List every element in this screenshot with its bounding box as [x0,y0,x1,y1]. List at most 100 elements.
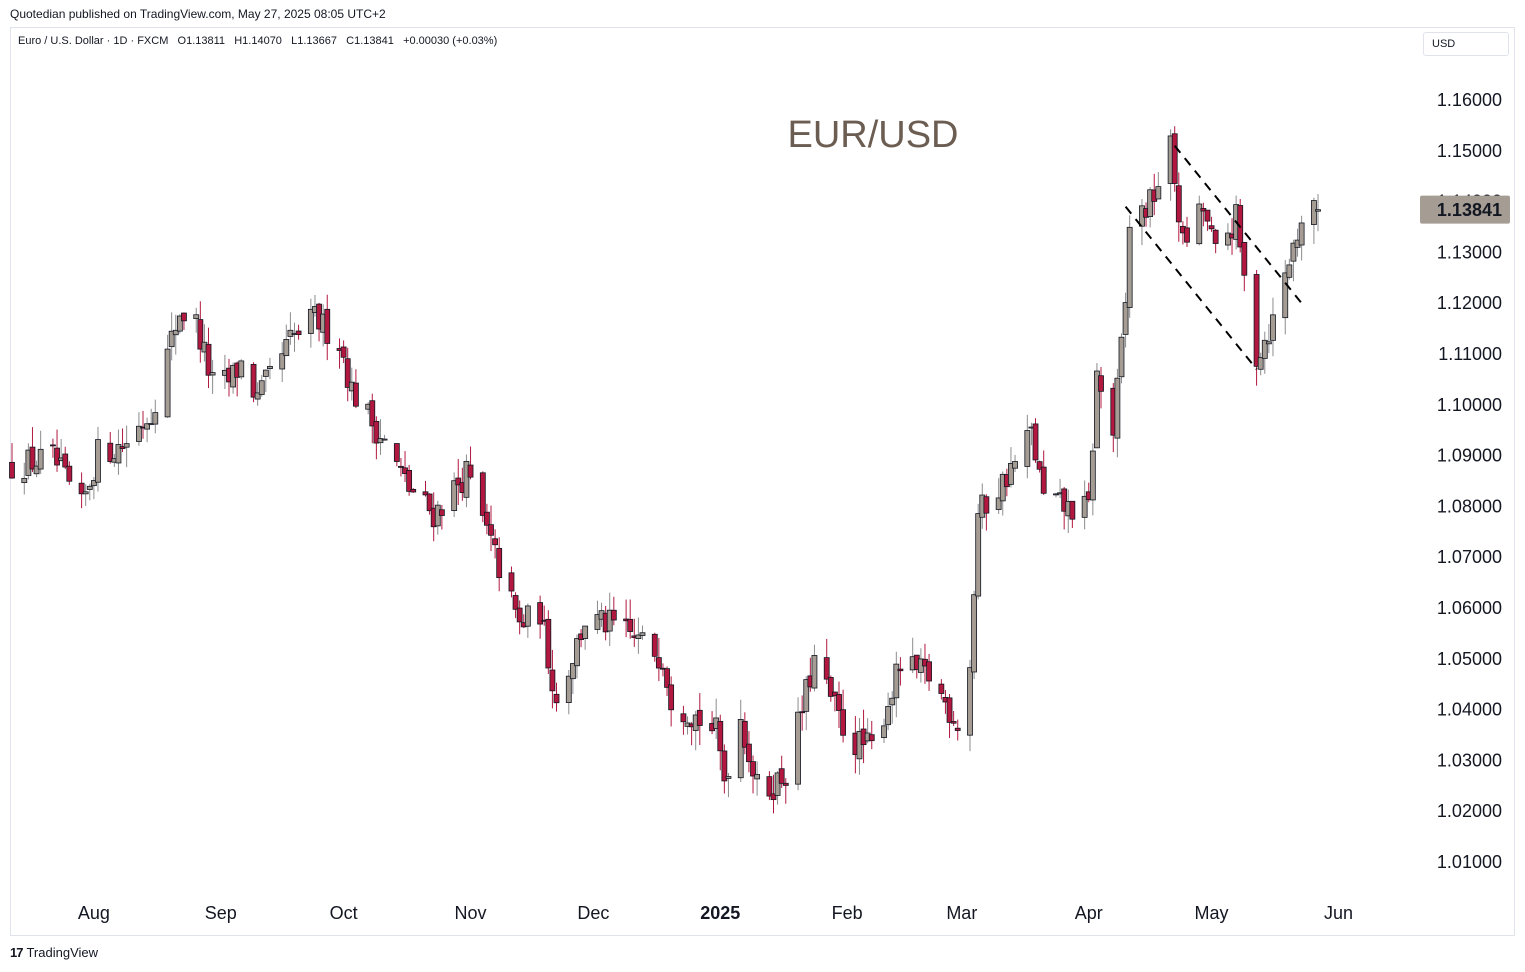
tradingview-logo-icon: 17 [10,945,24,960]
price-tick-label: 1.02000 [1437,801,1502,821]
candle-body [78,482,85,495]
candle-body [1225,232,1231,246]
candle-body [1298,222,1305,246]
candle-body [37,448,44,470]
candle-body [778,768,785,784]
candle-body [823,657,830,680]
price-tick-label: 1.12000 [1437,293,1502,313]
candle-body [1069,500,1076,520]
tradingview-brand[interactable]: 17 TradingView [10,945,98,960]
candle-body [1286,264,1293,278]
candle-body [1089,450,1096,501]
candle-body [754,774,761,780]
candle-body [262,369,269,377]
candle-body [144,423,151,430]
candle-body [324,308,331,344]
candle-body [352,382,359,407]
legend-low: L1.13667 [291,35,337,47]
candle-body [377,438,384,444]
candle-body [197,319,204,350]
candle-body [136,425,142,442]
time-tick-label: Mar [946,903,977,923]
candle-body [881,725,887,739]
candle-body [209,372,216,376]
candle-body [254,392,261,400]
candle-body [524,605,531,627]
candle-body [467,464,474,478]
candle-body [488,524,494,536]
candle-body [193,314,200,319]
candle-body [205,343,212,376]
candle-body [33,465,40,475]
time-tick-label: Feb [832,903,863,923]
last-price-tag: 1.13841 [1420,195,1510,224]
candle-body [455,477,462,486]
candle-body [594,614,601,630]
candle-body [1155,186,1162,200]
candle-body [1200,208,1207,212]
candle-body [422,491,429,496]
candle-body [983,496,990,514]
candle-body [889,697,896,706]
candle-body [1061,488,1068,512]
candle-body [438,509,445,516]
currency-button[interactable]: USD [1423,32,1509,56]
candle-body [1024,430,1031,467]
candle-body [492,538,498,546]
candle-body [516,607,523,623]
candle-body [926,661,932,682]
candle-body [107,442,114,462]
trend-line [1124,206,1258,370]
candle-body [340,346,347,358]
candle-body [954,727,961,731]
price-tick-label: 1.11000 [1438,344,1502,364]
candle-body [1114,377,1121,439]
candle-body [975,513,982,597]
price-tick-label: 1.04000 [1437,700,1502,720]
candle-body [840,709,846,736]
candle-body [1040,466,1047,494]
candle-body [29,446,36,470]
candles-layer [9,126,1321,814]
time-axis: Aug Sep Oct Nov Dec 2025 Feb Mar Apr May Jun [78,903,1353,923]
time-tick-label: Jun [1324,903,1353,923]
legend-close: C1.13841 [346,35,394,47]
time-tick-label: Nov [455,903,487,923]
candle-body [897,668,904,672]
candle-body [1118,336,1125,378]
candle-body [307,308,314,334]
price-tick-label: 1.08000 [1437,496,1502,516]
candle-body [995,497,1002,510]
candle-body [950,721,957,724]
candle-body [479,472,486,516]
candle-body [1311,200,1317,225]
candle-body [610,609,617,621]
chart-frame [10,27,1515,936]
candle-body [832,691,838,697]
candle-body [1257,357,1264,370]
candle-body [1098,375,1104,392]
time-tick-label: Apr [1075,903,1103,923]
candle-body [811,655,818,689]
candle-body [750,761,756,777]
candle-body [50,444,56,447]
brand-label: TradingView [26,945,99,960]
candle-body [1315,209,1321,212]
candle-body [574,638,580,667]
candle-body [21,477,28,484]
candle-body [82,491,89,495]
candle-body [651,633,658,657]
publisher-line: Quotedian published on TradingView.com, … [10,7,386,21]
candle-body [746,743,752,763]
candle-body [967,667,973,736]
symbol-legend[interactable]: Euro / U.S. Dollar · 1D · FXCM O1.13811 … [18,35,497,47]
candle-body [512,595,519,610]
candle-body [1261,339,1268,359]
time-tick-label: 2025 [700,903,740,923]
candle-body [1032,423,1039,461]
price-tick-label: 1.01000 [1437,852,1502,872]
chart-title: EUR/USD [787,114,958,156]
candle-body [463,460,470,498]
legend-symbol: Euro / U.S. Dollar · 1D · FXCM [18,35,169,47]
